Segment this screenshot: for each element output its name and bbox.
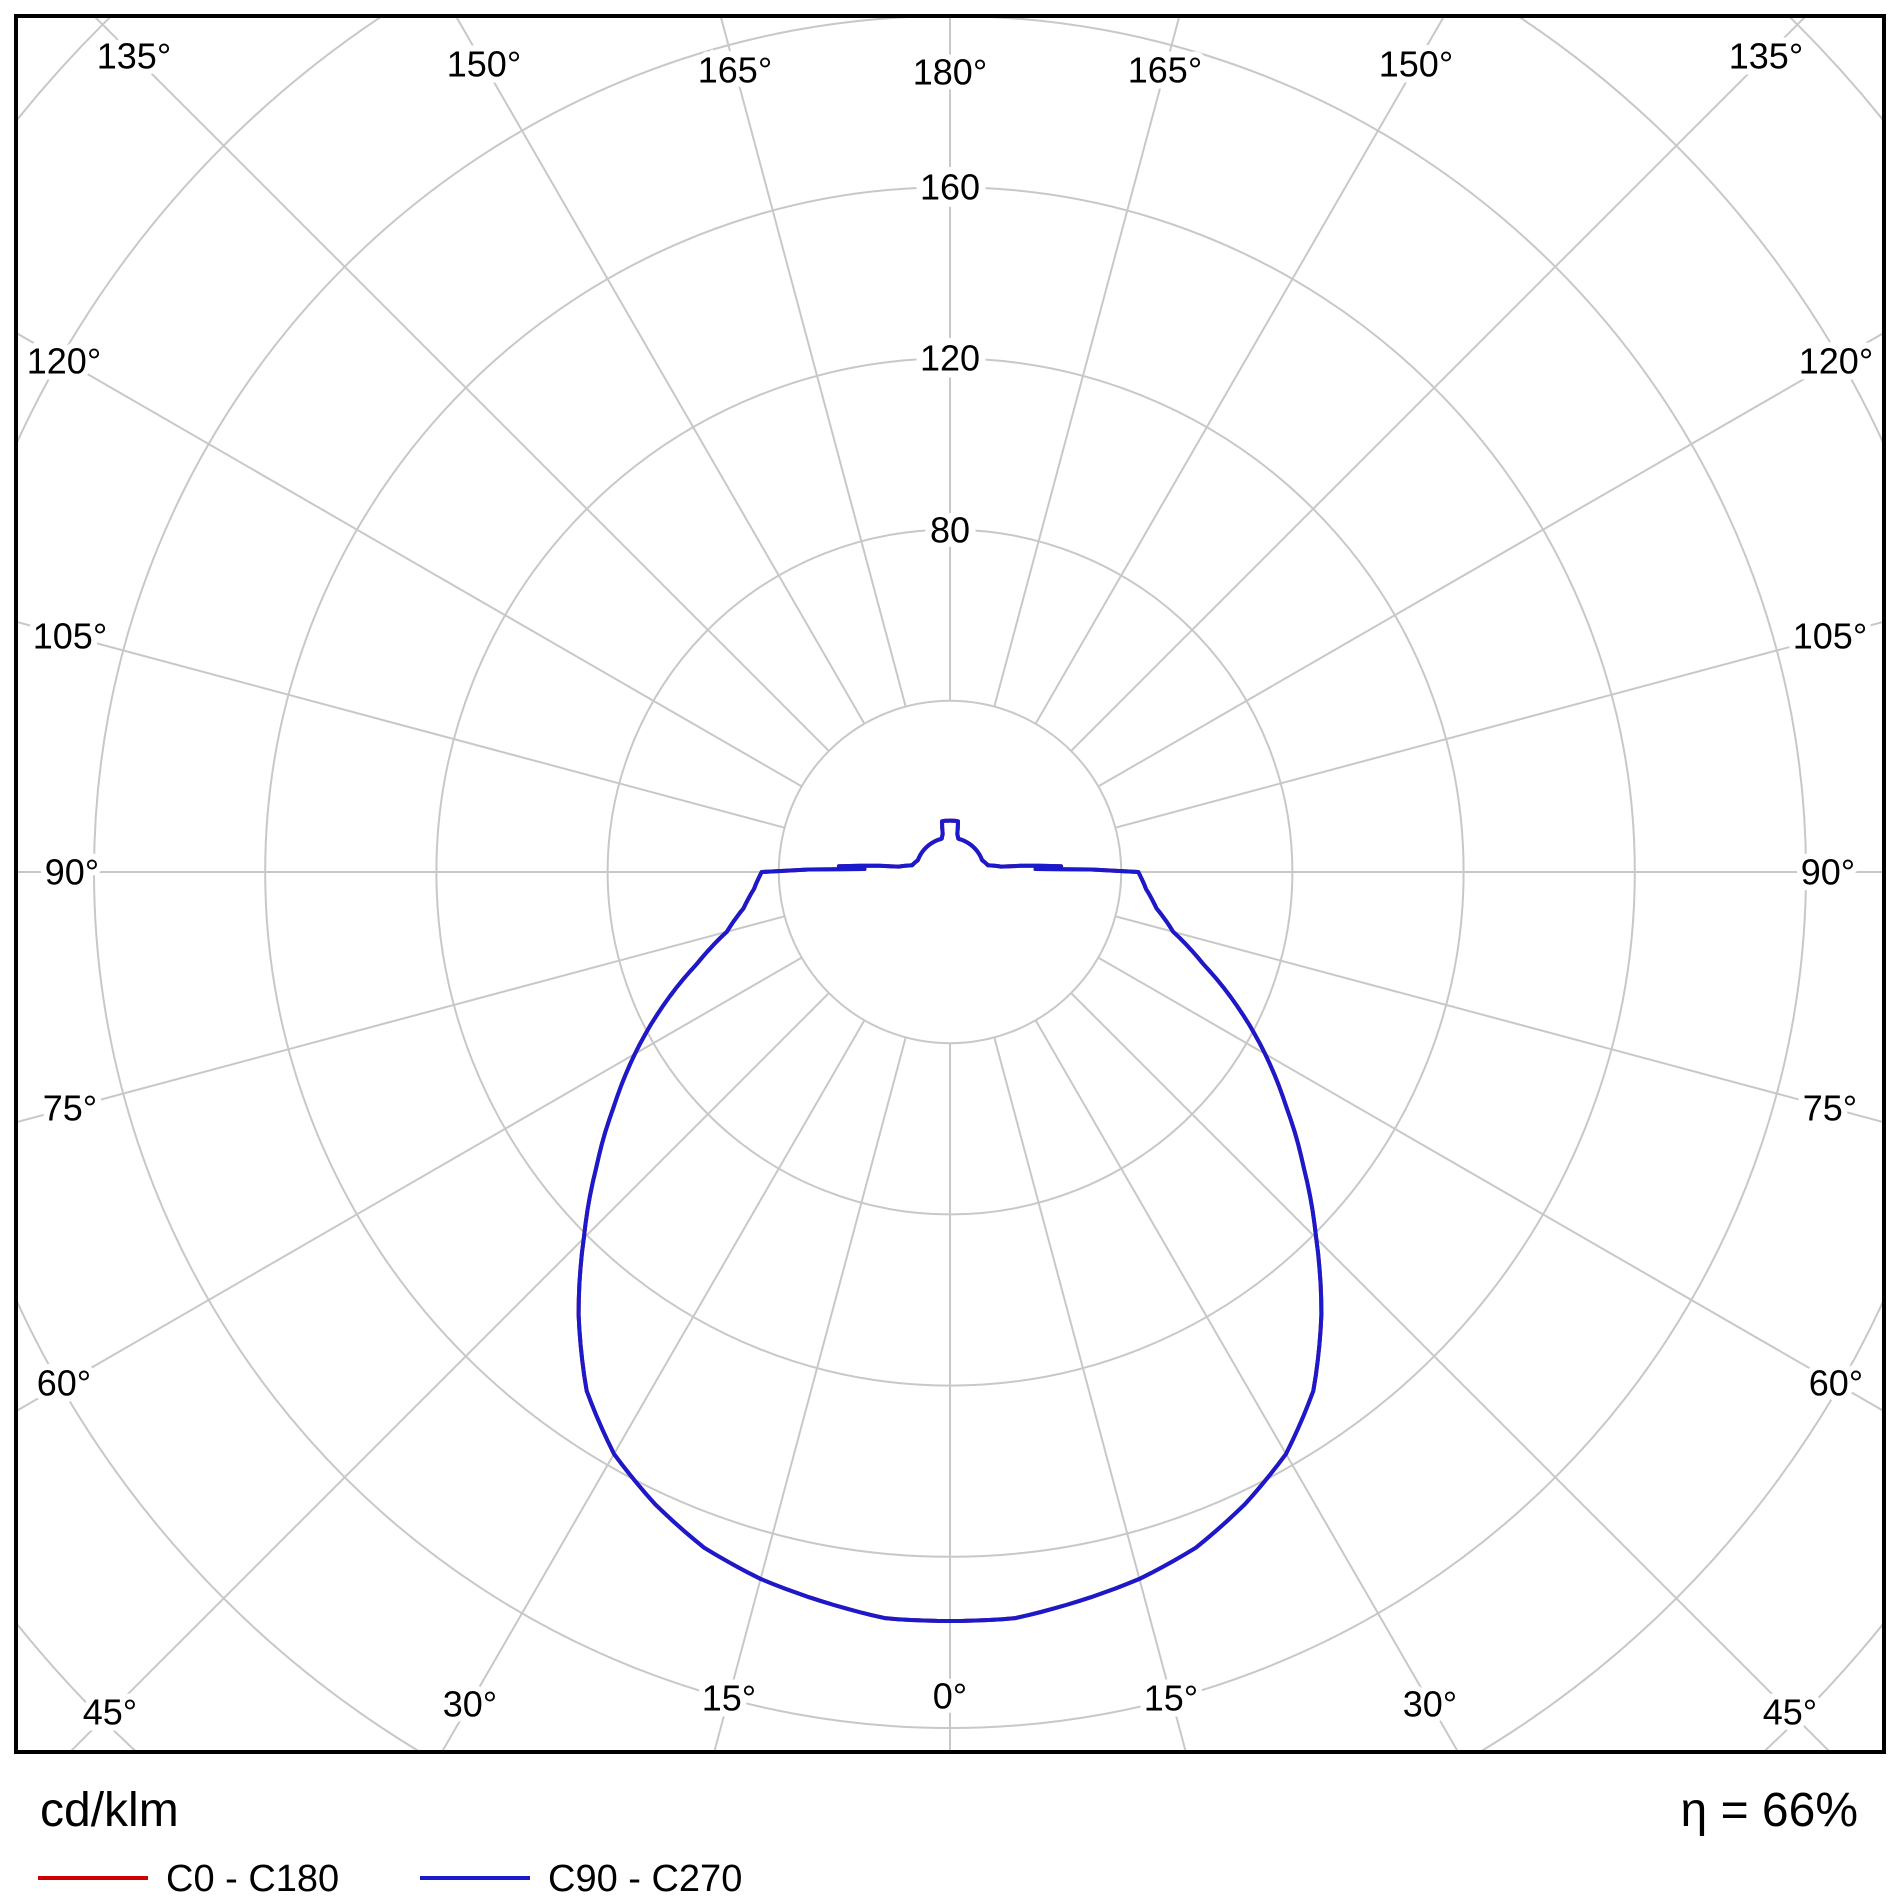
- angle-label-255: 105°: [33, 616, 107, 657]
- grid-ray-225: [94, 18, 830, 752]
- intensity-curves: [576, 818, 1324, 1623]
- angle-label-330: 30°: [443, 1684, 497, 1725]
- grid-ray-135: [1070, 18, 1806, 752]
- angle-label-345: 15°: [702, 1678, 756, 1719]
- grid-ray-210: [455, 18, 866, 725]
- angle-label-210: 150°: [447, 44, 521, 85]
- grid-ray-120: [1097, 332, 1882, 788]
- angle-label-45: 45°: [1763, 1692, 1817, 1733]
- series-curve-1: [576, 818, 1324, 1623]
- angle-label-180: 180°: [913, 52, 987, 93]
- radial-label-160: 160: [920, 167, 980, 208]
- angle-label-0: 0°: [933, 1676, 967, 1717]
- angle-label-240: 120°: [27, 341, 101, 382]
- grid-ray-240: [18, 332, 803, 788]
- grid-ray-345: [713, 1037, 907, 1750]
- radial-label-80: 80: [930, 510, 970, 551]
- grid-ray-165: [993, 18, 1180, 707]
- efficiency-label: η = 66%: [1681, 1784, 1858, 1837]
- grid-ray-75: [1115, 915, 1882, 1123]
- angle-label-300: 60°: [37, 1363, 91, 1404]
- grid-ray-60: [1097, 956, 1882, 1412]
- radial-label-120: 120: [920, 338, 980, 379]
- grid-ray-255: [18, 621, 785, 829]
- grid-ray-330: [441, 1019, 866, 1750]
- angle-label-30: 30°: [1403, 1684, 1457, 1725]
- angle-label-285: 75°: [43, 1088, 97, 1129]
- angle-label-150: 150°: [1379, 44, 1453, 85]
- legend: C0 - C180 C90 - C270: [38, 1858, 742, 1900]
- angle-label-60: 60°: [1809, 1363, 1863, 1404]
- angle-label-270: 90°: [45, 852, 99, 893]
- grid-ray-195: [720, 18, 907, 707]
- grid-ray-15: [993, 1037, 1187, 1750]
- angle-label-15: 15°: [1144, 1678, 1198, 1719]
- legend-label-c0-c180: C0 - C180: [166, 1858, 339, 1900]
- angle-label-135: 135°: [1729, 36, 1803, 77]
- grid-ray-300: [18, 956, 803, 1412]
- angle-label-315: 45°: [83, 1692, 137, 1733]
- axis-labels: 0° 15° 30° 45° 60° 75° 90° 105° 120° 135° 150° 165°…: [21, 30, 1879, 1739]
- angle-label-105: 105°: [1793, 616, 1867, 657]
- angle-label-120: 120°: [1799, 341, 1873, 382]
- grid-ray-285: [18, 915, 785, 1123]
- grid-ray-150: [1034, 18, 1445, 725]
- angle-label-90: 90°: [1801, 852, 1855, 893]
- grid-ray-315: [70, 992, 830, 1750]
- units-label: cd/klm: [40, 1784, 179, 1837]
- grid-ray-45: [1070, 992, 1830, 1750]
- legend-label-c90-c270: C90 - C270: [548, 1858, 742, 1900]
- grid-ray-105: [1115, 621, 1882, 829]
- angle-label-195: 165°: [698, 50, 772, 91]
- angle-label-165: 165°: [1128, 50, 1202, 91]
- grid-ray-30: [1034, 1019, 1459, 1750]
- angle-label-75: 75°: [1803, 1088, 1857, 1129]
- angle-label-225: 135°: [97, 36, 171, 77]
